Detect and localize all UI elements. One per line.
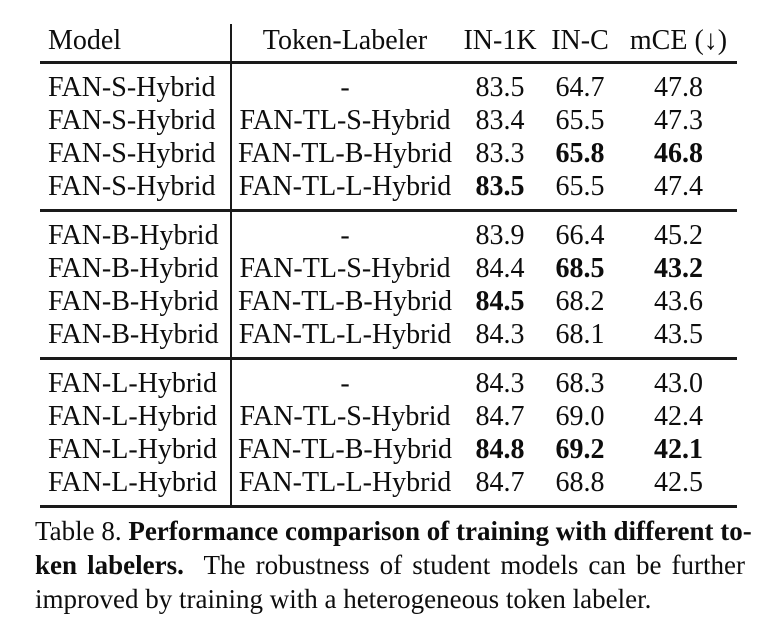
mce-cell: 43.6 [654,286,703,317]
in1k-cell: 84.7 [475,467,525,498]
header-model: Model [48,25,122,56]
header-mce: mCE (↓) [629,25,728,56]
in1k-cell: 83.9 [475,220,525,251]
mce-cell: 43.0 [654,368,703,399]
table-row: FAN-L-Hybrid - 84.3 68.3 43.0 [40,367,737,400]
inc-cell: 68.1 [555,319,605,350]
table-row: FAN-L-Hybrid FAN-TL-S-Hybrid 84.7 69.0 4… [40,400,737,433]
header-in1k: IN-1K [463,25,537,56]
inc-cell: 65.5 [555,171,605,202]
model-cell: FAN-S-Hybrid [48,105,216,136]
token-labeler-cell: FAN-TL-B-Hybrid [237,434,453,465]
token-labeler-cell: - [340,72,350,103]
inc-cell: 65.5 [555,105,605,136]
caption-bold-part-2: ken labelers. [35,550,184,580]
table-row: FAN-S-Hybrid FAN-TL-S-Hybrid 83.4 65.5 4… [40,104,737,137]
caption-line-1: Table 8. Performance comparison of train… [35,514,752,548]
table-row: FAN-S-Hybrid - 83.5 64.7 47.8 [40,71,737,104]
inc-cell: 64.7 [555,72,605,103]
in1k-cell: 84.8 [475,434,525,465]
in1k-cell: 84.4 [475,253,525,284]
inc-cell: 69.0 [555,401,605,432]
token-labeler-cell: FAN-TL-L-Hybrid [238,171,452,202]
mce-cell: 43.5 [654,319,703,350]
token-labeler-cell: FAN-TL-B-Hybrid [237,286,453,317]
model-cell: FAN-B-Hybrid [48,253,219,284]
mce-cell: 47.4 [654,171,703,202]
table-row: FAN-S-Hybrid FAN-TL-L-Hybrid 83.5 65.5 4… [40,170,737,203]
token-labeler-cell: - [340,220,350,251]
token-labeler-cell: FAN-TL-B-Hybrid [237,138,453,169]
model-cell: FAN-L-Hybrid [48,401,218,432]
table-row: FAN-B-Hybrid FAN-TL-B-Hybrid 84.5 68.2 4… [40,285,737,318]
in1k-cell: 84.3 [475,319,525,350]
token-labeler-cell: FAN-TL-L-Hybrid [238,319,452,350]
caption-line-3: improved by training with a heterogeneou… [35,584,652,614]
model-cell: FAN-S-Hybrid [48,72,216,103]
model-cell: FAN-S-Hybrid [48,171,216,202]
table-caption: Table 8. Performance comparison of train… [35,514,752,616]
group-separator-rule [40,209,737,212]
token-labeler-cell: - [340,368,350,399]
table-row: FAN-S-Hybrid FAN-TL-B-Hybrid 83.3 65.8 4… [40,137,737,170]
mce-cell: 42.4 [654,401,703,432]
in1k-cell: 84.5 [475,286,525,317]
caption-tag: Table 8. [35,516,122,546]
token-labeler-cell: FAN-TL-S-Hybrid [239,401,451,432]
inc-cell: 65.8 [555,138,605,169]
model-cell: FAN-L-Hybrid [48,434,218,465]
group-separator-rule [40,357,737,360]
model-cell: FAN-S-Hybrid [48,138,216,169]
table-row: FAN-L-Hybrid FAN-TL-B-Hybrid 84.8 69.2 4… [40,433,737,466]
table-row: FAN-B-Hybrid FAN-TL-S-Hybrid 84.4 68.5 4… [40,252,737,285]
table-group: FAN-S-Hybrid - 83.5 64.7 47.8 FAN-S-Hybr… [40,64,737,209]
mce-cell: 47.8 [654,72,703,103]
results-table: Model Token-Labeler IN-1K IN-C mCE (↓) F… [40,20,737,508]
model-cell: FAN-L-Hybrid [48,368,218,399]
mce-cell: 47.3 [654,105,703,136]
column-divider-rule [230,24,232,505]
token-labeler-cell: FAN-TL-S-Hybrid [239,105,451,136]
bottom-rule [40,505,737,508]
mce-cell: 46.8 [654,138,703,169]
inc-cell: 66.4 [555,220,605,251]
table-row: FAN-L-Hybrid FAN-TL-L-Hybrid 84.7 68.8 4… [40,466,737,499]
model-cell: FAN-L-Hybrid [48,467,218,498]
header-inc: IN-C [551,25,609,56]
mce-cell: 43.2 [654,253,703,284]
table-group: FAN-B-Hybrid - 83.9 66.4 45.2 FAN-B-Hybr… [40,212,737,357]
mce-cell: 42.5 [654,467,703,498]
mce-cell: 42.1 [654,434,703,465]
in1k-cell: 84.3 [475,368,525,399]
in1k-cell: 83.3 [475,138,525,169]
inc-cell: 68.5 [555,253,605,284]
in1k-cell: 83.4 [475,105,525,136]
model-cell: FAN-B-Hybrid [48,286,219,317]
in1k-cell: 83.5 [475,72,525,103]
inc-cell: 68.3 [555,368,605,399]
header-rule [40,61,737,64]
inc-cell: 68.8 [555,467,605,498]
inc-cell: 68.2 [555,286,605,317]
token-labeler-cell: FAN-TL-L-Hybrid [238,467,452,498]
model-cell: FAN-B-Hybrid [48,220,219,251]
table-header-row: Model Token-Labeler IN-1K IN-C mCE (↓) [40,20,737,61]
table-row: FAN-B-Hybrid - 83.9 66.4 45.2 [40,219,737,252]
in1k-cell: 84.7 [475,401,525,432]
model-cell: FAN-B-Hybrid [48,319,219,350]
token-labeler-cell: FAN-TL-S-Hybrid [239,253,451,284]
header-token-labeler: Token-Labeler [262,25,428,56]
caption-line-2: ken labelers. The robustness of student … [35,548,745,582]
mce-cell: 45.2 [654,220,703,251]
in1k-cell: 83.5 [475,171,525,202]
caption-bold-part-1: Performance comparison of training with … [128,516,752,546]
inc-cell: 69.2 [555,434,605,465]
table-group: FAN-L-Hybrid - 84.3 68.3 43.0 FAN-L-Hybr… [40,360,737,505]
caption-text-part: The robustness of student models can be … [203,550,745,580]
table-row: FAN-B-Hybrid FAN-TL-L-Hybrid 84.3 68.1 4… [40,318,737,351]
table-body: FAN-S-Hybrid - 83.5 64.7 47.8 FAN-S-Hybr… [40,64,737,505]
